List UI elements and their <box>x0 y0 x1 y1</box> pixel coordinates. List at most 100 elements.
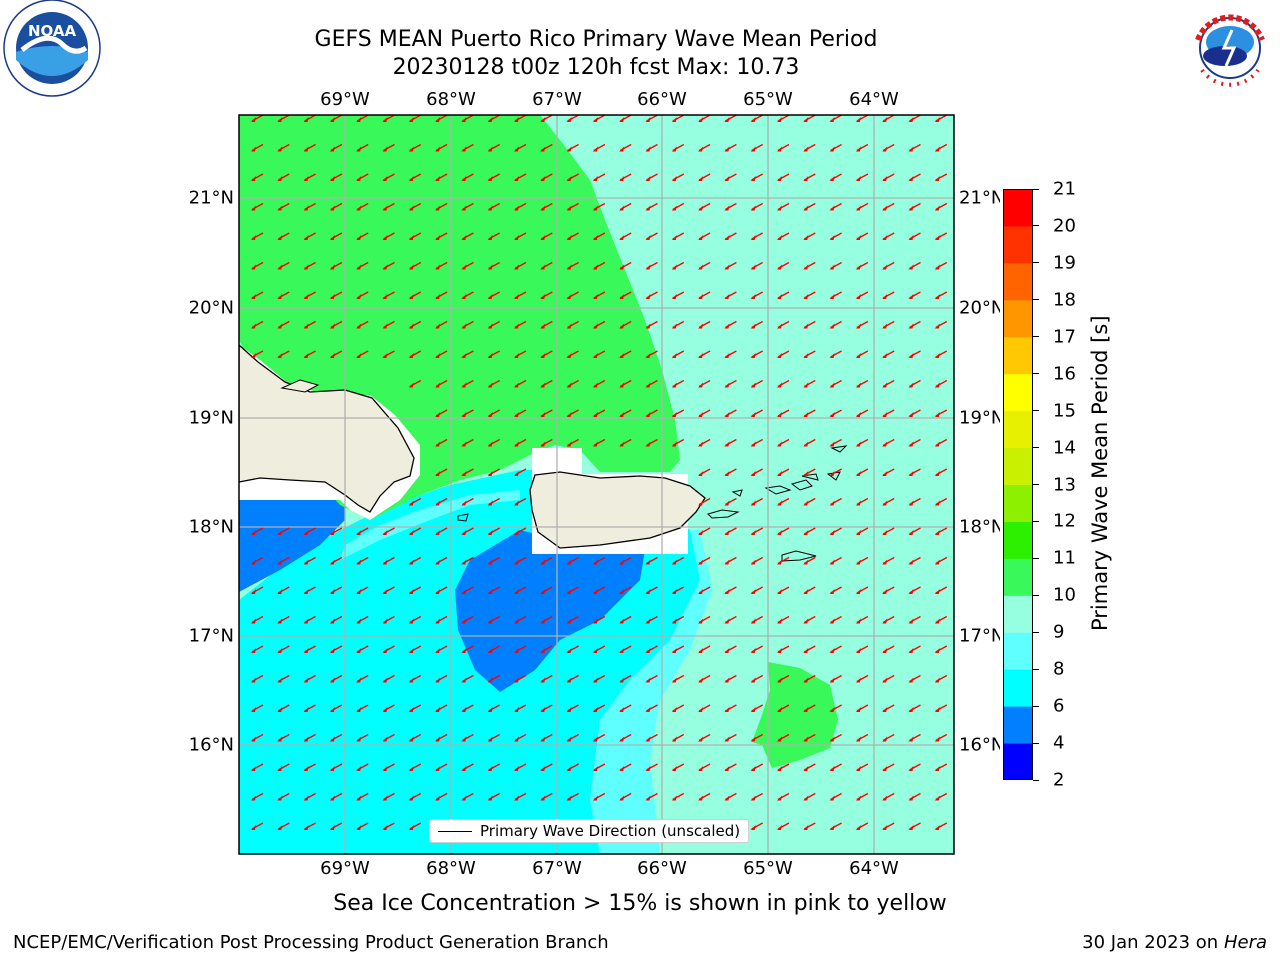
wave-arrowhead <box>934 471 940 476</box>
wave-arrowhead <box>724 589 730 594</box>
wave-arrowhead <box>408 264 414 270</box>
wave-arrowhead <box>251 559 256 565</box>
wave-arrowhead <box>540 294 546 299</box>
colorbar-tick-mark <box>1033 668 1039 670</box>
wave-arrowhead <box>645 146 651 152</box>
wave-arrowhead <box>514 736 519 742</box>
wave-arrowhead <box>750 176 756 181</box>
wave-arrowhead <box>750 589 756 594</box>
wave-arrowhead <box>566 707 572 712</box>
wave-arrowhead <box>329 707 335 712</box>
wave-arrowhead <box>566 176 572 181</box>
wave-arrowhead <box>356 559 362 565</box>
wave-arrowhead <box>435 736 441 742</box>
colorbar-tick-mark <box>1033 447 1039 449</box>
wave-arrowhead <box>750 264 756 270</box>
wave-arrowhead <box>540 707 546 712</box>
wave-arrowhead <box>514 589 519 594</box>
wave-arrowhead <box>724 471 730 476</box>
wave-arrowhead <box>908 412 914 417</box>
wave-arrowhead <box>934 707 940 712</box>
wave-arrowhead <box>461 235 467 240</box>
colorbar-tick-mark <box>1033 520 1039 522</box>
wave-arrowhead <box>382 323 388 329</box>
wave-arrowhead <box>724 294 730 299</box>
wave-arrowhead <box>487 235 493 240</box>
colorbar-tick-mark <box>1033 410 1039 412</box>
wave-arrowhead <box>855 530 861 535</box>
colorbar-title: Primary Wave Mean Period [s] <box>1088 315 1112 631</box>
wave-arrowhead <box>698 559 704 565</box>
wave-arrowhead <box>435 264 441 270</box>
wave-arrowhead <box>698 707 704 712</box>
wave-arrowhead <box>698 530 704 535</box>
wave-arrowhead <box>277 205 283 211</box>
wave-arrowhead <box>277 795 283 801</box>
wave-arrowhead <box>882 176 888 181</box>
wave-arrowhead <box>303 825 309 830</box>
wave-arrowhead <box>592 205 598 211</box>
wave-arrowhead <box>645 323 651 329</box>
wave-arrowhead <box>592 736 598 742</box>
wave-arrowhead <box>514 353 519 358</box>
wave-arrowhead <box>487 589 493 594</box>
wave-arrowhead <box>566 795 572 801</box>
wave-arrowhead <box>277 707 283 712</box>
wave-arrowhead <box>435 530 441 535</box>
wave-arrowhead <box>645 618 651 624</box>
wave-arrowhead <box>645 589 651 594</box>
wave-arrowhead <box>251 294 256 299</box>
wave-arrowhead <box>934 589 940 594</box>
wave-arrowhead <box>750 648 756 653</box>
wave-arrowhead <box>829 205 835 211</box>
wave-arrowhead <box>487 707 493 712</box>
wave-arrowhead <box>382 766 388 771</box>
wave-arrowhead <box>645 441 651 447</box>
wave-arrowhead <box>435 176 441 181</box>
wave-arrowhead <box>329 353 335 358</box>
wave-arrowhead <box>435 677 441 683</box>
wave-arrowhead <box>382 294 388 299</box>
wave-arrowhead <box>803 176 809 181</box>
wave-arrowhead <box>461 589 467 594</box>
wave-arrowhead <box>619 146 625 152</box>
wave-arrowhead <box>329 648 335 653</box>
wave-arrowhead <box>882 648 888 653</box>
wave-arrowhead <box>303 176 309 181</box>
wave-arrowhead <box>803 412 809 417</box>
wave-arrowhead <box>750 736 756 742</box>
land-puerto-rico <box>529 471 706 549</box>
wave-arrowhead <box>487 530 493 535</box>
lat-tick-left: 16°N <box>188 734 234 756</box>
colorbar-tick-mark <box>1033 299 1039 301</box>
wave-arrowhead <box>303 146 309 152</box>
wave-arrowhead <box>461 176 467 181</box>
wave-arrowhead <box>356 323 362 329</box>
colorbar-tick-label: 6 <box>1053 695 1065 717</box>
wave-arrowhead <box>382 146 388 152</box>
wave-arrowhead <box>829 146 835 152</box>
wave-arrowhead <box>934 117 940 122</box>
wave-arrowhead <box>908 530 914 535</box>
wave-arrowhead <box>461 707 467 712</box>
wave-arrowhead <box>329 530 335 535</box>
land-hispaniola <box>239 344 415 513</box>
wave-arrowhead <box>592 412 598 417</box>
wave-arrowhead <box>540 559 546 565</box>
wave-arrowhead <box>382 648 388 653</box>
wave-arrowhead <box>619 412 625 417</box>
wave-arrowhead <box>514 441 519 447</box>
colorbar-band <box>1003 558 1033 596</box>
wave-arrowhead <box>882 471 888 476</box>
footer-machine: Hera <box>1223 932 1267 953</box>
wave-arrowhead <box>777 795 782 801</box>
wave-arrowhead <box>645 795 651 801</box>
wave-arrowhead <box>540 677 546 683</box>
wave-arrowhead <box>461 795 467 801</box>
wave-arrowhead <box>882 412 888 417</box>
wave-arrowhead <box>855 176 861 181</box>
lon-tick-top: 67°W <box>532 89 582 110</box>
lat-tick-right: 19°N <box>959 407 1005 429</box>
wave-arrowhead <box>619 707 625 712</box>
wave-arrowhead <box>461 736 467 742</box>
